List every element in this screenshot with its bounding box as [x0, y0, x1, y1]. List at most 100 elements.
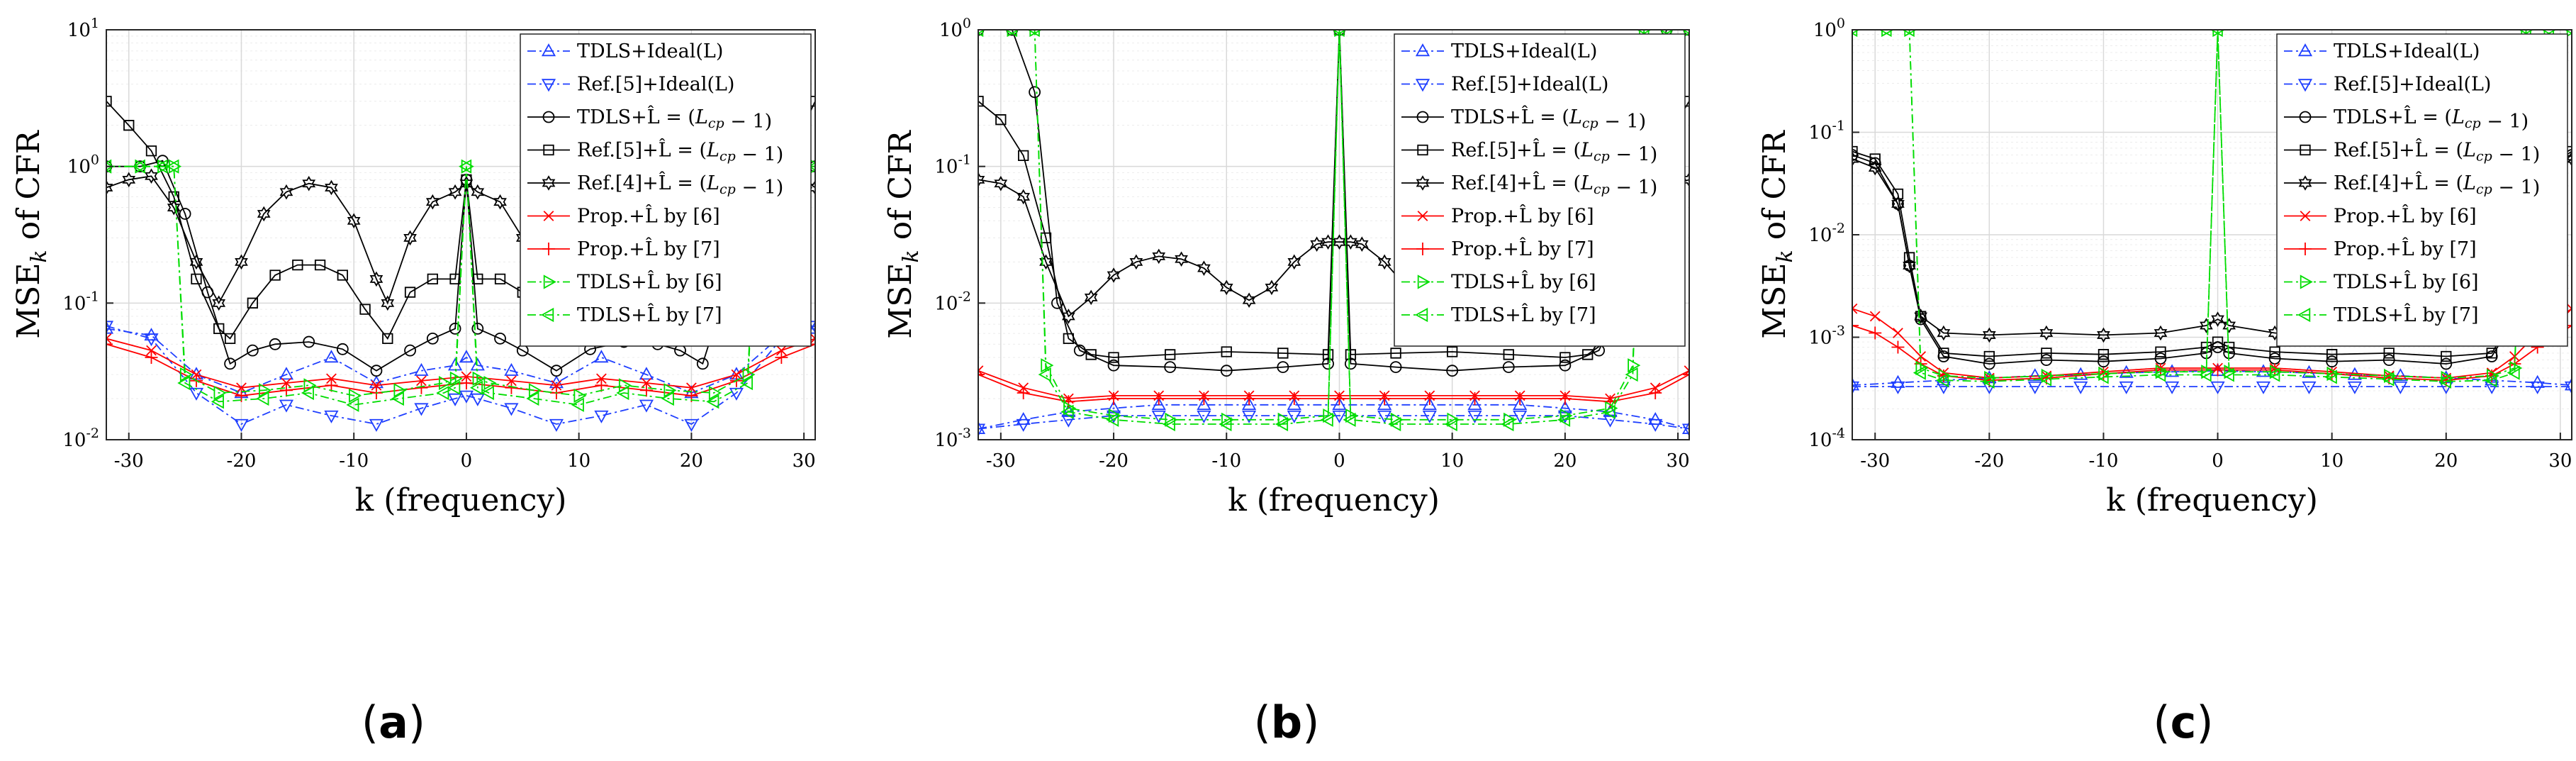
- data-point: [146, 345, 157, 356]
- data-point: [1151, 396, 1166, 411]
- data-point: [2041, 348, 2052, 359]
- legend-label: Ref.[5]+L̂ = (Lcp − 1): [577, 138, 783, 166]
- y-tick-label: 10-1: [1808, 118, 1845, 144]
- data-point: [314, 259, 326, 271]
- legend-label: Prop.+L̂ by [7]: [2334, 237, 2477, 260]
- legend-label: Prop.+L̂ by [7]: [577, 237, 720, 260]
- data-point: [1503, 349, 1514, 360]
- data-point: [775, 345, 787, 356]
- data-point: [1422, 410, 1437, 423]
- legend-marker: [1417, 211, 1428, 221]
- x-tick-label: 20: [680, 450, 703, 472]
- data-point: [2521, 30, 2534, 38]
- data-point: [1915, 360, 1929, 376]
- data-point: [506, 375, 517, 387]
- data-point: [1038, 367, 1051, 382]
- data-point: [1501, 416, 1514, 432]
- data-point: [1265, 279, 1279, 296]
- data-point: [2543, 30, 2557, 38]
- data-point: [2486, 348, 2497, 359]
- x-tick-label: -20: [227, 450, 257, 472]
- data-point: [1904, 30, 1917, 38]
- data-point: [461, 159, 474, 174]
- chart-panel-3: -30 -20 -10 0 10 20 30 10-4 10-3 10-2 10-1 100 k (fr…: [1757, 16, 2572, 518]
- x-tick-label: -10: [2089, 450, 2119, 472]
- data-point: [1287, 410, 1301, 423]
- data-point: [2095, 370, 2109, 384]
- panel-label: (a): [362, 696, 425, 748]
- data-point: [1559, 352, 1571, 363]
- data-point: [978, 172, 985, 188]
- data-point: [2165, 364, 2180, 377]
- data-point: [1017, 387, 1030, 400]
- data-point: [1345, 349, 1357, 360]
- panel-label: (c): [2153, 696, 2213, 748]
- data-point: [2210, 30, 2223, 38]
- data-point: [1029, 86, 1041, 99]
- legend-marker: [1416, 111, 1429, 123]
- data-point: [145, 145, 157, 157]
- data-point: [684, 418, 699, 432]
- data-point: [1513, 396, 1528, 411]
- data-point: [325, 379, 338, 392]
- data-point: [324, 350, 339, 363]
- data-point: [257, 206, 271, 222]
- legend-marker: [543, 144, 554, 156]
- y-tick-label: 10-1: [62, 289, 99, 314]
- data-point: [810, 333, 815, 344]
- data-point: [1557, 410, 1572, 423]
- data-point: [177, 375, 191, 391]
- data-point: [1197, 410, 1211, 423]
- data-point: [447, 393, 463, 406]
- data-point: [106, 96, 112, 107]
- data-point: [472, 273, 483, 285]
- legend-label: TDLS+L̂ by [7]: [577, 303, 722, 326]
- data-point: [449, 273, 461, 285]
- data-point: [106, 162, 114, 171]
- data-point: [2098, 349, 2110, 360]
- data-point: [224, 357, 237, 370]
- data-point: [1221, 412, 1235, 427]
- data-point: [1026, 30, 1040, 38]
- data-point: [1063, 333, 1075, 345]
- data-point: [1937, 325, 1951, 341]
- data-point: [1323, 408, 1336, 423]
- data-point: [571, 397, 584, 412]
- data-point: [1220, 365, 1233, 377]
- x-tick-label: 10: [1440, 450, 1464, 472]
- legend-marker: [542, 111, 555, 123]
- data-point: [1108, 408, 1121, 423]
- data-point: [1287, 396, 1301, 411]
- data-point: [1503, 412, 1517, 427]
- data-point: [573, 388, 587, 404]
- data-point: [106, 321, 114, 334]
- data-point: [279, 399, 294, 413]
- data-point: [2153, 367, 2166, 382]
- series-line: [978, 30, 1689, 425]
- data-point: [526, 391, 539, 406]
- data-point: [1390, 348, 1401, 359]
- data-point: [347, 213, 361, 229]
- data-point: [369, 418, 384, 432]
- x-tick-label: 0: [2212, 450, 2224, 472]
- data-point: [213, 323, 225, 335]
- data-point: [2564, 30, 2572, 35]
- data-point: [1063, 401, 1077, 416]
- data-point: [1242, 292, 1256, 309]
- x-tick-label: -30: [114, 450, 144, 472]
- data-point: [2027, 381, 2042, 394]
- data-point: [1881, 30, 1895, 38]
- data-point: [1378, 392, 1391, 406]
- data-point: [346, 397, 359, 412]
- data-point: [1423, 392, 1436, 406]
- data-point: [369, 271, 383, 287]
- x-tick-label: 20: [2434, 450, 2458, 472]
- data-point: [179, 367, 193, 382]
- data-point: [2155, 346, 2166, 357]
- data-point: [269, 270, 281, 281]
- x-tick-label: -10: [339, 450, 369, 472]
- data-point: [2484, 373, 2497, 388]
- data-point: [2040, 354, 2053, 366]
- x-axis-label: k (frequency): [2106, 482, 2318, 518]
- data-point: [1852, 319, 1859, 333]
